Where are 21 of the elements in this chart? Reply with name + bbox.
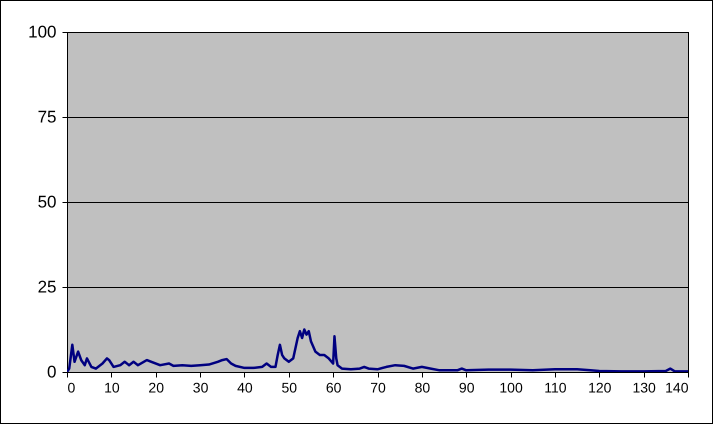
y-tick-label: 100 (28, 22, 56, 42)
x-tick-label: 130 (632, 380, 656, 396)
x-tick-label: 30 (192, 380, 209, 396)
y-tick-label: 0 (47, 362, 56, 382)
x-tick-label: 110 (544, 380, 567, 396)
line-series (67, 328, 688, 372)
y-tick-label: 25 (38, 278, 56, 296)
x-tick-label: 70 (370, 380, 386, 396)
y-tick-label: 75 (38, 108, 56, 126)
x-tick-label: 40 (237, 380, 253, 396)
x-tick-label: 20 (148, 380, 164, 396)
x-tick-label: 0 (68, 380, 76, 396)
x-tick-label: 90 (458, 380, 475, 396)
x-tick-label: 80 (414, 380, 430, 396)
x-tick-label: 100 (499, 380, 523, 396)
x-tick-label: 50 (281, 380, 298, 396)
y-tick-label: 50 (38, 192, 56, 212)
x-tick-label: 120 (588, 380, 612, 396)
x-tick-label: 60 (326, 380, 342, 396)
x-tick-label: 140 (665, 380, 689, 396)
x-tick-label: 10 (104, 380, 120, 396)
